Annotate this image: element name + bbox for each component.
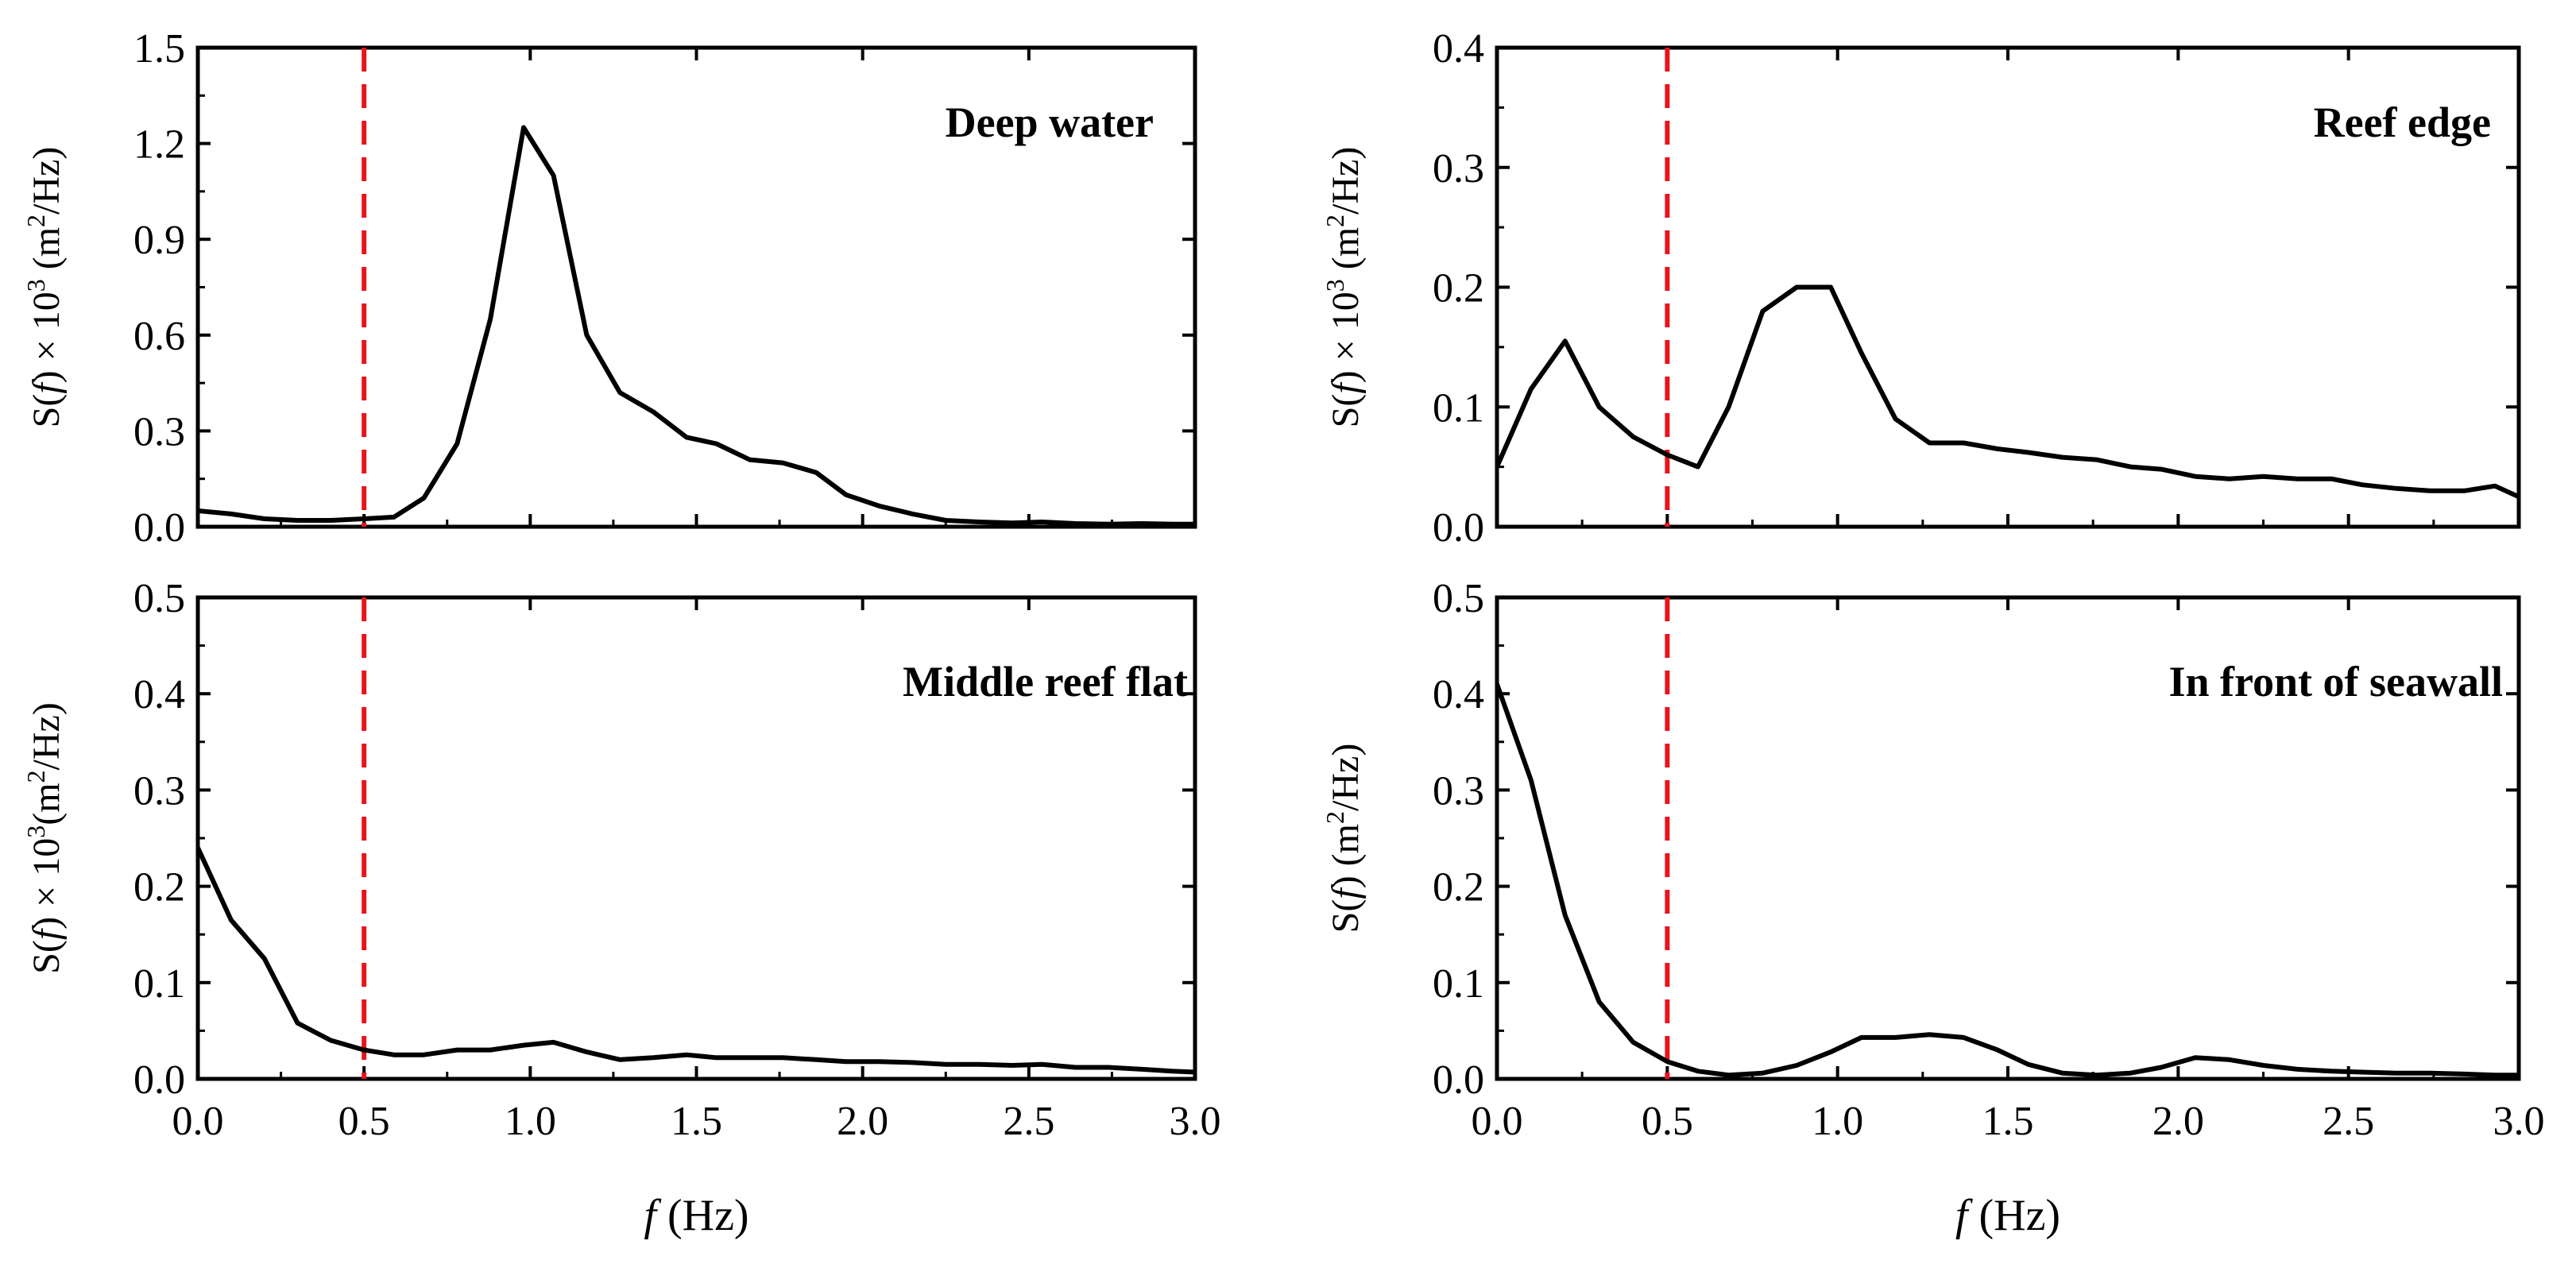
y-tick-label: 0.9 [133, 218, 185, 263]
y-axis-title: S(f) × 103 (m2/Hz) [1321, 147, 1367, 428]
y-tick-label: 1.5 [133, 26, 185, 72]
panel-title: Middle reef flat [903, 658, 1188, 705]
x-tick-label: 1.0 [1812, 1099, 1863, 1144]
series-line [195, 846, 1196, 1075]
series-line [1495, 683, 2519, 1078]
panel-2: 0.0 0.1 0.2 0.3 0.4 Reef edge S(f) × 103 (m2/H… [1321, 26, 2521, 551]
x-tick-label: 1.5 [1982, 1099, 2034, 1144]
panel-3: 0.0 0.1 0.2 0.3 0.4 0.5 0.0 0.5 1.0 1.5 2.0 2.5 3.0 M… [21, 576, 1221, 1240]
y-tick-label: 0.1 [1433, 385, 1484, 431]
y-tick-label: 0.5 [1433, 576, 1484, 621]
x-tick-label: 3.0 [1170, 1099, 1221, 1144]
y-tick-label: 0.2 [1433, 865, 1484, 910]
label-segment: (m [1325, 227, 1367, 279]
label-segment: S( [1325, 899, 1367, 934]
superscript: 2 [21, 770, 50, 783]
panel-title: Reef edge [2314, 99, 2491, 146]
y-axis-title: S(f) × 103 (m2/Hz) [21, 147, 68, 428]
y-tick-label: 1.2 [133, 122, 185, 168]
y-axis-title: S(f) × 103(m2/Hz) [21, 702, 68, 974]
y-tick-label: 0.1 [1433, 961, 1484, 1007]
x-tick-label: 2.5 [1003, 1099, 1054, 1144]
x-tick-label: 2.5 [2323, 1099, 2374, 1144]
panel-1: 0.0 0.3 0.6 0.9 1.2 1.5 Deep water S(f) × 103 (… [21, 26, 1197, 551]
label-segment: (m [25, 783, 68, 825]
x-tick-label: 0.5 [1642, 1099, 1693, 1144]
label-segment: /Hz) [1325, 147, 1367, 215]
superscript: 2 [21, 215, 50, 227]
y-tick-label: 0.3 [1433, 768, 1484, 814]
x-tick-label: 0.0 [172, 1099, 224, 1144]
label-segment: S( [25, 394, 68, 428]
label-segment: /Hz) [25, 147, 68, 215]
y-tick-label: 0.3 [133, 768, 185, 814]
y-tick-label: 0.0 [133, 505, 185, 551]
y-tick-label: 0.4 [1433, 672, 1484, 717]
superscript: 2 [1321, 811, 1349, 824]
x-tick-label: 1.0 [505, 1099, 556, 1144]
x-tick-label: 1.5 [671, 1099, 722, 1144]
y-axis-title: S(f) (m2/Hz) [1321, 744, 1367, 934]
superscript: 3 [1321, 279, 1349, 292]
superscript: 3 [21, 825, 50, 838]
y-tick-label: 0.2 [1433, 266, 1484, 311]
x-axis-title: f (Hz) [1955, 1191, 2060, 1240]
y-tick-label: 0.4 [1433, 26, 1484, 72]
y-tick-label: 0.1 [133, 961, 185, 1007]
x-tick-label: 3.0 [2493, 1099, 2545, 1144]
y-tick-label: 0.5 [133, 576, 185, 621]
panel-title: In front of seawall [2168, 658, 2503, 705]
y-tick-label: 0.0 [1433, 505, 1484, 551]
y-tick-label: 0.6 [133, 314, 185, 359]
y-tick-label: 0.4 [133, 672, 185, 717]
y-tick-label: 0.3 [133, 409, 185, 454]
panel-title: Deep water [946, 99, 1154, 146]
x-axis-unit: (Hz) [667, 1191, 749, 1240]
label-segment: ) × 10 [25, 292, 68, 383]
series-line [197, 125, 1195, 527]
y-tick-label: 0.0 [133, 1057, 185, 1103]
x-tick-label: 2.0 [837, 1099, 888, 1144]
label-segment: S( [1325, 394, 1367, 428]
series-line [1495, 284, 2520, 500]
x-axis-title: f (Hz) [644, 1191, 748, 1240]
x-axis-var: f [1955, 1191, 1979, 1240]
y-tick-label: 0.0 [1433, 1057, 1484, 1103]
superscript: 3 [21, 279, 50, 292]
label-segment: /Hz) [25, 702, 68, 770]
y-tick-label: 0.3 [1433, 146, 1484, 191]
label-segment: ) × 10 [1325, 292, 1367, 383]
label-segment: ) × 10 [25, 838, 68, 930]
label-segment: /Hz) [1325, 744, 1367, 811]
y-tick-label: 0.2 [133, 865, 185, 910]
superscript: 2 [1321, 215, 1349, 227]
label-segment: (m [25, 227, 68, 279]
x-tick-label: 2.0 [2152, 1099, 2204, 1144]
panel-4: 0.0 0.1 0.2 0.3 0.4 0.5 0.0 0.5 1.0 1.5 2.0 2.5 3.0 I… [1321, 576, 2545, 1240]
x-tick-label: 0.5 [338, 1099, 390, 1144]
x-axis-unit: (Hz) [1978, 1191, 2060, 1240]
x-tick-label: 0.0 [1472, 1099, 1523, 1144]
label-segment: S( [25, 940, 68, 974]
label-segment: ) (m [1325, 824, 1367, 888]
x-axis-var: f [644, 1191, 667, 1240]
